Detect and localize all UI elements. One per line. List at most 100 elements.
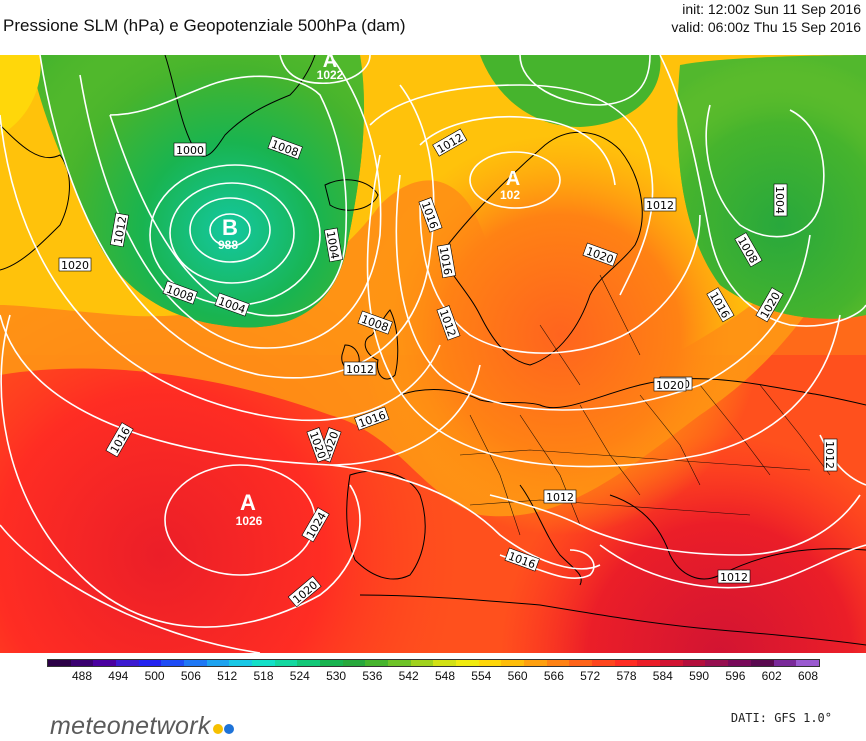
isobar-1024-scand <box>469 151 561 209</box>
isobar-label-box <box>653 377 687 392</box>
color-swatch <box>229 660 253 666</box>
color-swatch <box>206 660 230 666</box>
color-swatch <box>93 660 117 666</box>
logo-dot-blue <box>223 724 234 734</box>
logo-dots <box>212 712 234 741</box>
color-swatch <box>478 660 502 666</box>
scandinavia-coast <box>439 131 643 366</box>
color-swatch <box>546 660 570 666</box>
scale-tick-label: 566 <box>543 669 564 683</box>
color-swatch <box>116 660 139 666</box>
balkans-coast <box>609 494 866 580</box>
scale-tick-label: 608 <box>797 669 819 683</box>
isobar-north <box>519 55 651 106</box>
isobar-1020a <box>0 314 481 466</box>
isobar-label-box <box>105 422 134 458</box>
isobar-label-box <box>734 232 763 268</box>
color-swatch <box>138 660 162 666</box>
scale-tick-label: 500 <box>144 669 165 683</box>
isobar-988-ring1 <box>209 213 251 247</box>
isobar-label-text: 1012 <box>823 441 836 469</box>
field-nw-yellow <box>0 55 41 135</box>
map-canvas: A 1022 B 988 A 102 A 1026 10121008100010… <box>0 55 866 653</box>
pressure-centers: A 1022 B 988 A 102 A 1026 <box>218 55 520 528</box>
color-swatch <box>365 660 389 666</box>
isobar-1008-east <box>659 55 866 327</box>
isobar-1012-med <box>489 494 861 556</box>
isobar-label-box <box>418 197 443 233</box>
valid-time: valid: 06:00z Thu 15 Sep 2016 <box>671 19 861 35</box>
color-swatch <box>682 660 706 666</box>
center-type: A <box>240 490 256 515</box>
color-swatch <box>501 660 525 666</box>
scale-tick-label: 494 <box>108 669 129 683</box>
border-6 <box>759 384 831 476</box>
isobar-labels: 1012100810001004101210161008100410201012… <box>58 128 838 608</box>
color-swatch <box>274 660 298 666</box>
color-swatch <box>569 660 593 666</box>
color-swatch <box>388 660 411 666</box>
isobar-label: 1004 <box>773 183 788 217</box>
color-swatch <box>660 660 683 666</box>
isobar-label-box <box>214 292 250 317</box>
isobar-label-box <box>173 142 207 157</box>
color-swatch <box>320 660 343 666</box>
iceland-coast <box>324 179 379 211</box>
center-type: A <box>323 55 337 72</box>
isobar-label: 1012 <box>109 212 130 248</box>
isobar-label-box <box>582 242 618 267</box>
scale-tick-label: 554 <box>471 669 492 683</box>
isobar-1020-scand <box>419 204 701 354</box>
isobar-label: 1016 <box>437 243 457 279</box>
color-swatch <box>796 660 819 666</box>
isobar-label-text: 1000 <box>176 144 204 157</box>
isobar-label-text: 1004 <box>773 186 786 214</box>
isobar-1004-east <box>705 104 825 238</box>
color-swatch <box>524 660 547 666</box>
isobar-label: 1024 <box>301 507 330 543</box>
isobar-1004 <box>109 75 348 317</box>
color-swatch <box>161 660 185 666</box>
isobar-label-box <box>58 257 92 272</box>
scale-tick-label: 578 <box>616 669 637 683</box>
color-swatch <box>70 660 94 666</box>
isobar-label-box <box>823 438 838 472</box>
isobar-label-box <box>357 310 393 335</box>
isobar-label: 1020 <box>653 377 687 392</box>
isobar-label-text: 1020 <box>61 259 89 272</box>
color-swatch <box>773 660 797 666</box>
border-9 <box>539 324 581 386</box>
greenland-coast <box>164 55 316 157</box>
isobar-label-text: 1012 <box>346 363 374 376</box>
run-info: init: 12:00z Sun 11 Sep 2016 valid: 06:0… <box>671 0 861 36</box>
isobar-label-box <box>343 361 377 376</box>
isobar-label-box <box>706 287 735 323</box>
scale-tick-label: 536 <box>362 669 383 683</box>
color-scale-ticks: 488 494 500 506 512 518 524 530 536 542 548 554 560 5… <box>47 669 820 687</box>
isobar-label: 1012 <box>543 489 577 504</box>
center-value: 988 <box>218 238 238 252</box>
scale-tick-label: 590 <box>689 669 710 683</box>
isobar-1016-med <box>329 464 601 570</box>
isobar-label-box <box>109 212 130 248</box>
weather-map: A 1022 B 988 A 102 A 1026 1012 1008 1000 10… <box>0 55 866 653</box>
scale-tick-label: 542 <box>398 669 419 683</box>
color-swatch <box>750 660 774 666</box>
color-swatch <box>637 660 661 666</box>
color-swatch <box>614 660 638 666</box>
isobar-label: 1012 <box>823 438 838 472</box>
color-swatch <box>728 660 751 666</box>
isobar-label-box <box>267 135 303 160</box>
border-10 <box>599 274 641 356</box>
scale-tick-label: 572 <box>580 669 601 683</box>
isobar-1022 <box>279 55 371 85</box>
isobar-label-box <box>432 128 468 157</box>
isobar-label-box <box>643 197 677 212</box>
border-2 <box>519 414 581 526</box>
isobar-label: 1020 <box>58 257 92 272</box>
isobar-label: 1004 <box>324 227 344 263</box>
scale-tick-label: 596 <box>725 669 746 683</box>
color-swatch <box>433 660 457 666</box>
isobar-1020-atl <box>0 314 361 628</box>
isobar-label-box <box>755 287 784 323</box>
